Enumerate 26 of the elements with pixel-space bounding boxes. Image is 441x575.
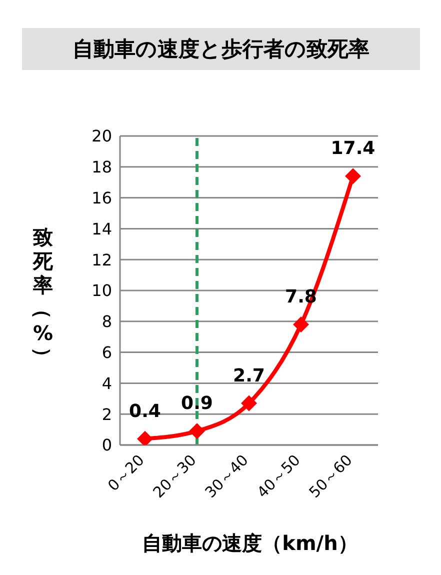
- point: [345, 168, 361, 184]
- data-label: 0.4: [129, 400, 161, 422]
- chart-title: 自動車の速度と歩行者の致死率: [22, 28, 420, 70]
- point: [241, 395, 257, 412]
- data-label: 0.9: [181, 393, 213, 414]
- point: [293, 316, 309, 332]
- y-tick-label: 8: [102, 312, 112, 332]
- y-tick-label: 14: [92, 219, 112, 238]
- x-tick-label: 40～50: [253, 451, 304, 502]
- y-tick-label: 20: [92, 126, 112, 146]
- point: [137, 430, 153, 445]
- y-tick-label: 16: [92, 188, 112, 208]
- x-tick-label: 20～30: [149, 451, 200, 502]
- y-tick-label: 18: [92, 158, 112, 177]
- x-axis-title: 自動車の速度（km/h）: [141, 530, 359, 557]
- data-label: 2.7: [233, 365, 265, 386]
- y-tick-label: 2: [102, 404, 112, 424]
- point: [189, 423, 205, 440]
- x-tick-label: 50～60: [305, 451, 356, 502]
- data-label: 17.4: [330, 138, 376, 160]
- y-tick-label: 10: [92, 281, 112, 300]
- y-tick-label: 4: [102, 374, 112, 393]
- x-tick-label: 30～40: [201, 451, 252, 502]
- y-tick-label: 6: [102, 342, 112, 362]
- y-axis-title: 致死率（%）: [31, 225, 55, 367]
- y-tick-label: 12: [92, 250, 112, 270]
